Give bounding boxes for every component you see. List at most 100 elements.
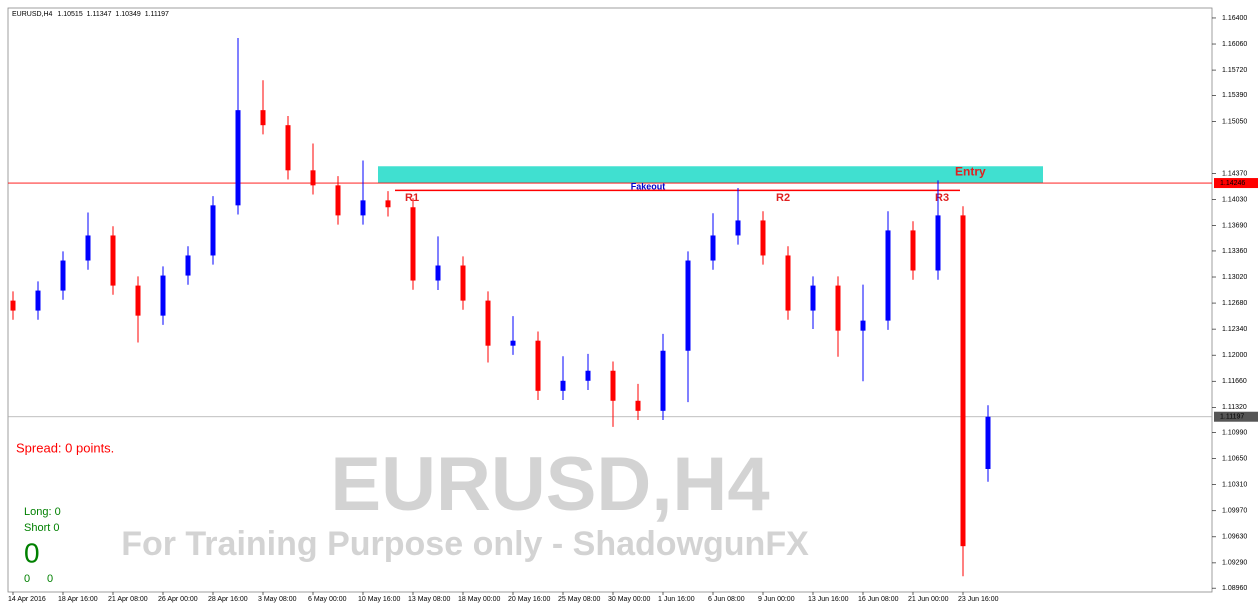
y-tick-label: 1.16400 <box>1222 15 1247 22</box>
x-tick-label: 23 Jun 16:00 <box>958 596 999 603</box>
x-tick-label: 21 Apr 08:00 <box>108 596 148 603</box>
x-tick-label: 13 Jun 16:00 <box>808 596 849 603</box>
x-tick-label: 14 Apr 2016 <box>8 596 46 603</box>
candle-body <box>760 220 766 256</box>
candle-body <box>810 285 816 311</box>
y-tick-label: 1.10650 <box>1222 455 1247 462</box>
y-tick-label: 1.12000 <box>1222 352 1247 359</box>
candle-body <box>510 340 516 346</box>
candle-body <box>835 285 841 331</box>
y-tick-label: 1.15720 <box>1222 67 1247 74</box>
x-tick-label: 9 Jun 00:00 <box>758 596 795 603</box>
header: EURUSD,H4 1.10515 1.11347 1.10349 1.1119… <box>12 11 169 18</box>
resistance-label: R1 <box>405 192 419 204</box>
candle-body <box>485 300 491 346</box>
y-tick-label: 1.13020 <box>1222 274 1247 281</box>
x-tick-label: 6 May 00:00 <box>308 596 347 603</box>
x-tick-label: 13 May 08:00 <box>408 596 451 603</box>
x-tick-label: 26 Apr 00:00 <box>158 596 198 603</box>
candle-body <box>60 260 66 291</box>
y-tick-label: 1.14030 <box>1222 196 1247 203</box>
x-tick-label: 1 Jun 16:00 <box>658 596 695 603</box>
candle-body <box>10 300 16 311</box>
candle-body <box>110 235 116 286</box>
y-tick-label: 1.12340 <box>1222 326 1247 333</box>
candle-body <box>785 255 791 311</box>
x-tick-label: 28 Apr 16:00 <box>208 596 248 603</box>
candle-body <box>660 350 666 411</box>
y-tick-label: 1.12680 <box>1222 300 1247 307</box>
x-tick-label: 21 Jun 00:00 <box>908 596 949 603</box>
y-tick-label: 1.13360 <box>1222 248 1247 255</box>
price-tag <box>1214 178 1258 189</box>
candle-body <box>210 205 216 256</box>
x-tick-label: 25 May 08:00 <box>558 596 601 603</box>
y-tick-label: 1.08960 <box>1222 585 1247 592</box>
candle-body <box>585 370 591 381</box>
x-tick-label: 20 May 16:00 <box>508 596 551 603</box>
fakeout-label: Fakeout <box>631 182 666 192</box>
y-tick-label: 1.13690 <box>1222 223 1247 230</box>
candle-body <box>435 265 441 281</box>
candle-body <box>885 230 891 321</box>
candle-body <box>635 400 641 411</box>
x-tick-label: 18 Apr 16:00 <box>58 596 98 603</box>
candle-body <box>385 200 391 208</box>
counter-sub: 0 <box>24 573 30 585</box>
y-tick-label: 1.09970 <box>1222 508 1247 515</box>
x-tick-label: 10 May 16:00 <box>358 596 401 603</box>
header-close: 1.11197 <box>145 11 169 18</box>
header-open: 1.10515 <box>57 11 82 18</box>
candle-body <box>360 200 366 216</box>
y-tick-label: 1.09630 <box>1222 534 1247 541</box>
candle-body <box>910 230 916 271</box>
candle-body <box>410 207 416 281</box>
y-tick-label: 1.16060 <box>1222 41 1247 48</box>
candle-body <box>185 255 191 276</box>
y-tick-label: 1.10990 <box>1222 429 1247 436</box>
candle-body <box>460 265 466 301</box>
short-count: Short 0 <box>24 522 59 534</box>
candle-body <box>285 125 291 171</box>
x-tick-label: 18 May 00:00 <box>458 596 501 603</box>
entry-label: Entry <box>955 164 986 178</box>
y-tick-label: 1.15050 <box>1222 118 1247 125</box>
candle-body <box>310 170 316 186</box>
resistance-label: R3 <box>935 192 949 204</box>
header-low: 1.10349 <box>115 11 140 18</box>
candle-body <box>235 110 241 206</box>
y-tick-label: 1.15390 <box>1222 92 1247 99</box>
candle-body <box>610 370 616 401</box>
entry-zone <box>378 166 1043 184</box>
spread: Spread: 0 points. <box>16 440 114 455</box>
resistance-label: R2 <box>776 192 790 204</box>
x-tick-label: 30 May 00:00 <box>608 596 651 603</box>
y-tick-label: 1.10310 <box>1222 482 1247 489</box>
candle-body <box>735 220 741 236</box>
candle-body <box>260 110 266 126</box>
candle-body <box>335 185 341 216</box>
candle-body <box>935 215 941 271</box>
y-tick-label: 1.11320 <box>1222 404 1247 411</box>
x-tick-label: 16 Jun 08:00 <box>858 596 899 603</box>
candle-body <box>985 416 991 469</box>
candle-body <box>685 260 691 351</box>
long-count: Long: 0 <box>24 506 61 518</box>
candle-body <box>860 320 866 331</box>
header-symbol: EURUSD,H4 <box>12 11 53 18</box>
y-tick-label: 1.14370 <box>1222 170 1247 177</box>
price-tag <box>1214 411 1258 422</box>
price-tag-label: 1.14246 <box>1220 180 1245 187</box>
candle-body <box>960 215 966 547</box>
candle-body <box>535 340 541 391</box>
watermark: EURUSD,H4 <box>330 442 769 527</box>
candle-body <box>85 235 91 261</box>
y-tick-label: 1.11660 <box>1222 378 1247 385</box>
counter-sub: 0 <box>47 573 53 585</box>
header-high: 1.11347 <box>87 11 112 18</box>
candle-body <box>35 290 41 311</box>
x-tick-label: 3 May 08:00 <box>258 596 297 603</box>
candle-body <box>560 380 566 391</box>
price-tag-label: 1.11197 <box>1220 414 1244 421</box>
